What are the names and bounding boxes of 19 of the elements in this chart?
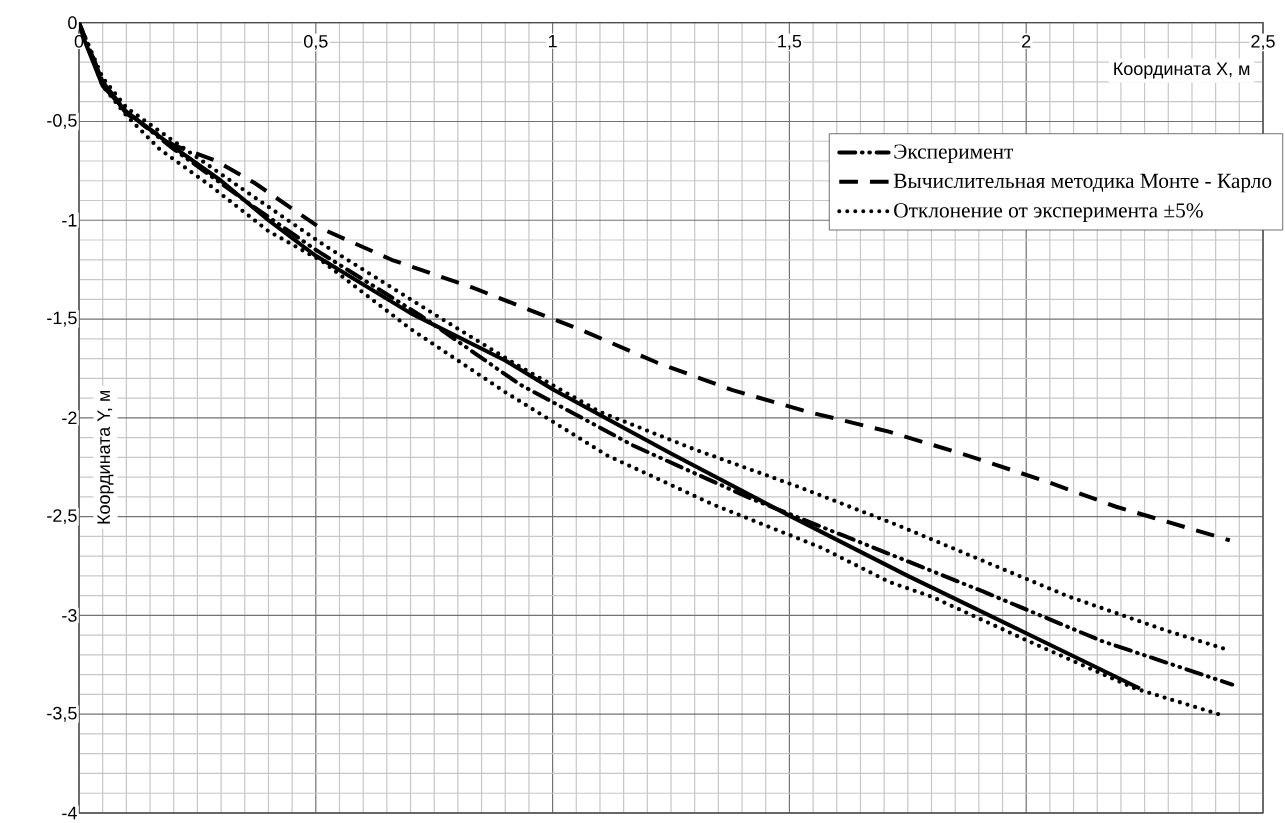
y-tick-label: -4: [62, 806, 77, 820]
y-tick-label: -3: [62, 609, 77, 622]
y-tick-label: -1: [62, 214, 77, 227]
legend-label: Вычислительная методика Монте - Карло: [893, 173, 1272, 193]
x-axis-title: Координата X, м: [1114, 62, 1250, 79]
legend-label: Эксперимент: [894, 144, 1014, 164]
y-tick-label: 0: [68, 16, 77, 30]
y-axis-title: Координата Y, м: [97, 390, 114, 524]
y-tick-label: -2,5: [47, 509, 77, 525]
y-tick-label: -0,5: [47, 114, 77, 129]
x-tick-label: 2: [1022, 34, 1031, 48]
x-tick-label: 1: [548, 34, 557, 48]
y-tick-label: -2: [62, 411, 77, 425]
x-tick-label: 1,5: [778, 34, 802, 50]
x-tick-label: 0,5: [304, 34, 328, 50]
y-tick-label: -1,5: [47, 311, 77, 327]
legend-label: Отклонение от эксперимента ±5%: [894, 203, 1203, 222]
y-tick-label: -3,5: [47, 706, 77, 722]
x-tick-label: 2,5: [1251, 34, 1275, 50]
